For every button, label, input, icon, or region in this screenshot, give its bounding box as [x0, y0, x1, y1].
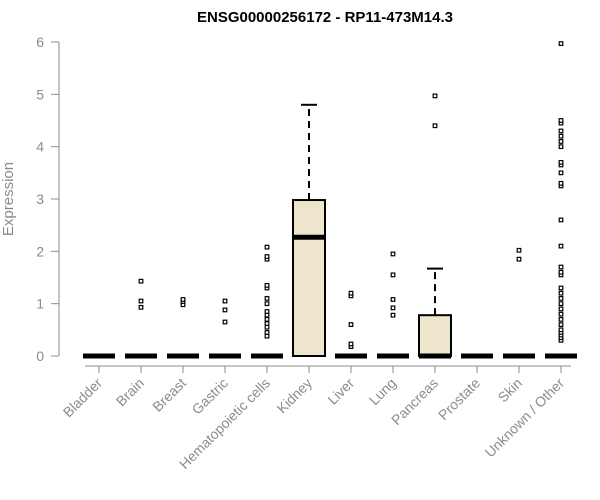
outlier-point [558, 144, 564, 150]
category-label: Kidney [274, 375, 316, 417]
category-label: Pancreas [388, 375, 441, 428]
outlier-point [558, 296, 564, 301]
outlier-point [264, 324, 270, 330]
outlier-point [138, 304, 144, 310]
category-label: Unknown / Other [482, 375, 568, 461]
y-tick-label: 2 [36, 243, 44, 259]
category-label: Skin [495, 375, 526, 406]
outlier-point [264, 301, 270, 307]
category-label: Liver [324, 375, 357, 408]
outlier-point [264, 312, 270, 318]
outlier-point [558, 290, 564, 296]
outlier-point [558, 128, 564, 134]
outlier-point [138, 298, 144, 304]
outlier-point [558, 217, 564, 223]
outlier-point [558, 139, 564, 144]
outlier-point [264, 333, 270, 339]
box-breast [167, 297, 199, 359]
outlier-point [558, 327, 564, 333]
box-iqr [418, 314, 452, 357]
outlier-point [558, 311, 564, 317]
outlier-point [348, 322, 354, 327]
chart-title: ENSG00000256172 - RP11-473M14.3 [197, 9, 453, 26]
box-brain [125, 278, 157, 359]
category-label: Bladder [60, 375, 106, 421]
outlier-point [558, 269, 564, 275]
outlier-point [390, 312, 396, 318]
y-axis-label: Expression [0, 162, 17, 236]
outlier-point [390, 305, 396, 311]
outlier-point [558, 118, 564, 123]
outlier-point [264, 309, 270, 314]
box-iqr [292, 199, 326, 357]
outlier-point [390, 297, 396, 302]
outlier-point [180, 297, 186, 302]
outlier-point [432, 123, 438, 129]
boxes [83, 41, 577, 359]
x-ticks [98, 366, 562, 373]
y-tick-label: 0 [36, 348, 44, 364]
outlier-point [222, 319, 228, 325]
outlier-point [516, 247, 522, 253]
box-hematopoietic-cells [251, 244, 283, 359]
outlier-point [348, 290, 354, 296]
y-tick-label: 6 [36, 34, 44, 50]
box-unknown-other [545, 41, 577, 359]
box-skin [503, 247, 535, 359]
outlier-point [558, 41, 564, 46]
outlier-point [558, 316, 564, 322]
outlier-point [558, 264, 564, 270]
outlier-point [138, 278, 144, 284]
outlier-point [222, 307, 228, 313]
category-label: Brain [113, 375, 147, 409]
category-label: Breast [149, 375, 189, 415]
outlier-point [348, 341, 354, 347]
outlier-point [558, 285, 564, 291]
y-tick-label: 3 [36, 191, 44, 207]
outlier-point [390, 251, 396, 257]
box-lung [377, 251, 409, 359]
category-label: Lung [366, 375, 399, 408]
box-kidney [292, 103, 326, 357]
box-pancreas [418, 93, 452, 359]
outlier-point [264, 244, 270, 250]
outlier-point [558, 159, 564, 165]
box-gastric [209, 298, 241, 359]
outlier-point [264, 296, 270, 301]
outlier-point [264, 316, 270, 322]
outlier-point [558, 180, 564, 186]
box-liver [335, 290, 367, 359]
outlier-point [222, 298, 228, 304]
outlier-point [558, 133, 564, 139]
outlier-point [558, 301, 564, 307]
outlier-point [432, 93, 438, 99]
outlier-point [264, 330, 270, 335]
outlier-point [558, 322, 564, 327]
outlier-point [390, 272, 396, 278]
y-tick-label: 4 [36, 139, 44, 155]
y-ticks: 0 1 2 3 4 5 6 [36, 34, 59, 364]
outlier-point [558, 306, 564, 312]
outlier-point [264, 282, 270, 288]
y-tick-label: 5 [36, 86, 44, 102]
outlier-point [264, 321, 270, 326]
y-tick-label: 1 [36, 296, 44, 312]
outlier-point [558, 170, 564, 176]
outlier-point [264, 254, 270, 259]
outlier-point [558, 243, 564, 249]
outlier-point [516, 256, 522, 262]
category-label: Prostate [435, 375, 483, 423]
